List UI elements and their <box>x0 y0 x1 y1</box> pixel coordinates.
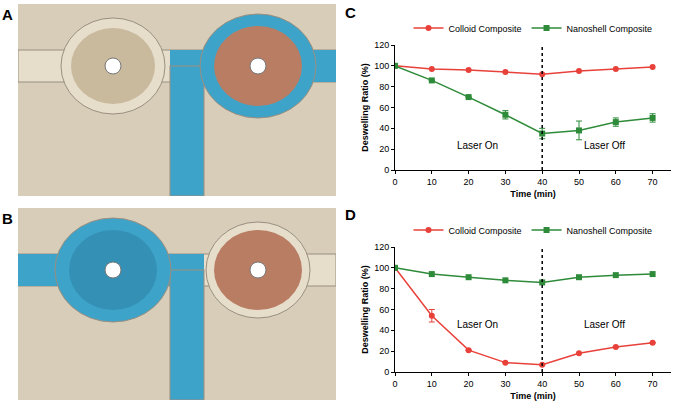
svg-text:Time (min): Time (min) <box>510 391 555 401</box>
svg-text:100: 100 <box>374 61 389 71</box>
svg-text:Nanoshell Composite: Nanoshell Composite <box>567 24 653 34</box>
svg-text:50: 50 <box>574 379 584 389</box>
svg-text:80: 80 <box>379 284 389 294</box>
svg-text:0: 0 <box>384 367 389 377</box>
html-text:C: C <box>345 4 356 21</box>
svg-text:Laser On: Laser On <box>457 319 498 330</box>
svg-text:0: 0 <box>384 165 389 175</box>
svg-text:0: 0 <box>392 177 397 187</box>
html-text:A: A <box>2 6 13 23</box>
svg-text:70: 70 <box>648 177 658 187</box>
svg-text:50: 50 <box>574 177 584 187</box>
svg-text:60: 60 <box>379 305 389 315</box>
svg-text:60: 60 <box>379 103 389 113</box>
svg-text:60: 60 <box>611 177 621 187</box>
svg-text:120: 120 <box>374 242 389 252</box>
svg-text:Deswelling Ratio (%): Deswelling Ratio (%) <box>360 63 370 152</box>
svg-text:10: 10 <box>427 177 437 187</box>
svg-text:40: 40 <box>379 123 389 133</box>
svg-text:20: 20 <box>379 346 389 356</box>
svg-text:70: 70 <box>648 379 658 389</box>
svg-text:Colloid Composite: Colloid Composite <box>449 226 522 236</box>
svg-text:Laser Off: Laser Off <box>584 140 625 151</box>
svg-text:20: 20 <box>464 177 474 187</box>
svg-text:0: 0 <box>392 379 397 389</box>
svg-text:30: 30 <box>500 177 510 187</box>
svg-text:10: 10 <box>427 379 437 389</box>
svg-text:40: 40 <box>537 379 547 389</box>
svg-text:Laser On: Laser On <box>457 140 498 151</box>
svg-text:40: 40 <box>537 177 547 187</box>
svg-text:Nanoshell Composite: Nanoshell Composite <box>567 226 653 236</box>
html-text:B: B <box>2 210 13 227</box>
svg-text:Time (min): Time (min) <box>510 189 555 199</box>
html-text:D: D <box>345 206 356 223</box>
svg-text:60: 60 <box>611 379 621 389</box>
svg-text:120: 120 <box>374 40 389 50</box>
svg-text:Deswelling Ratio (%): Deswelling Ratio (%) <box>360 265 370 354</box>
svg-text:100: 100 <box>374 263 389 273</box>
svg-text:20: 20 <box>464 379 474 389</box>
svg-text:30: 30 <box>500 379 510 389</box>
svg-text:Laser Off: Laser Off <box>584 319 625 330</box>
svg-text:40: 40 <box>379 325 389 335</box>
svg-text:80: 80 <box>379 82 389 92</box>
svg-text:20: 20 <box>379 144 389 154</box>
svg-text:Colloid Composite: Colloid Composite <box>449 24 522 34</box>
